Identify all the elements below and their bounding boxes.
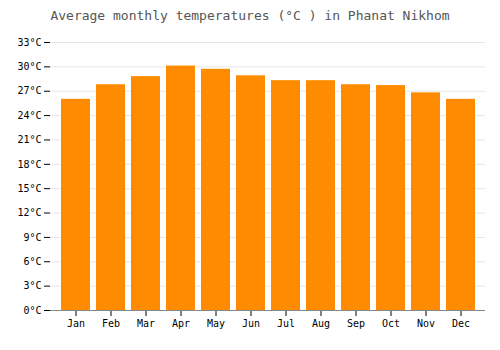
svg-text:21°C: 21°C [17, 134, 41, 145]
svg-text:Oct: Oct [382, 318, 400, 329]
svg-text:24°C: 24°C [17, 110, 41, 121]
svg-text:Feb: Feb [102, 318, 120, 329]
svg-text:15°C: 15°C [17, 183, 41, 194]
svg-text:Aug: Aug [312, 318, 330, 329]
svg-text:Apr: Apr [172, 318, 190, 329]
svg-text:30°C: 30°C [17, 61, 41, 72]
svg-text:Jun: Jun [242, 318, 260, 329]
svg-text:0°C: 0°C [23, 305, 41, 316]
svg-text:27°C: 27°C [17, 85, 41, 96]
html-text:Average monthly temperatures (: Average monthly temperatures (°C ) in Ph… [50, 8, 450, 23]
svg-text:Jul: Jul [277, 318, 295, 329]
svg-text:Sep: Sep [347, 318, 365, 329]
svg-text:18°C: 18°C [17, 159, 41, 170]
svg-text:Jan: Jan [67, 318, 85, 329]
svg-text:Mar: Mar [137, 318, 155, 329]
svg-text:12°C: 12°C [17, 207, 41, 218]
svg-text:Dec: Dec [452, 318, 470, 329]
svg-text:3°C: 3°C [23, 280, 41, 291]
svg-text:6°C: 6°C [23, 256, 41, 267]
svg-text:33°C: 33°C [17, 37, 41, 48]
svg-text:9°C: 9°C [23, 232, 41, 243]
svg-text:Nov: Nov [417, 318, 435, 329]
svg-text:May: May [207, 318, 225, 329]
